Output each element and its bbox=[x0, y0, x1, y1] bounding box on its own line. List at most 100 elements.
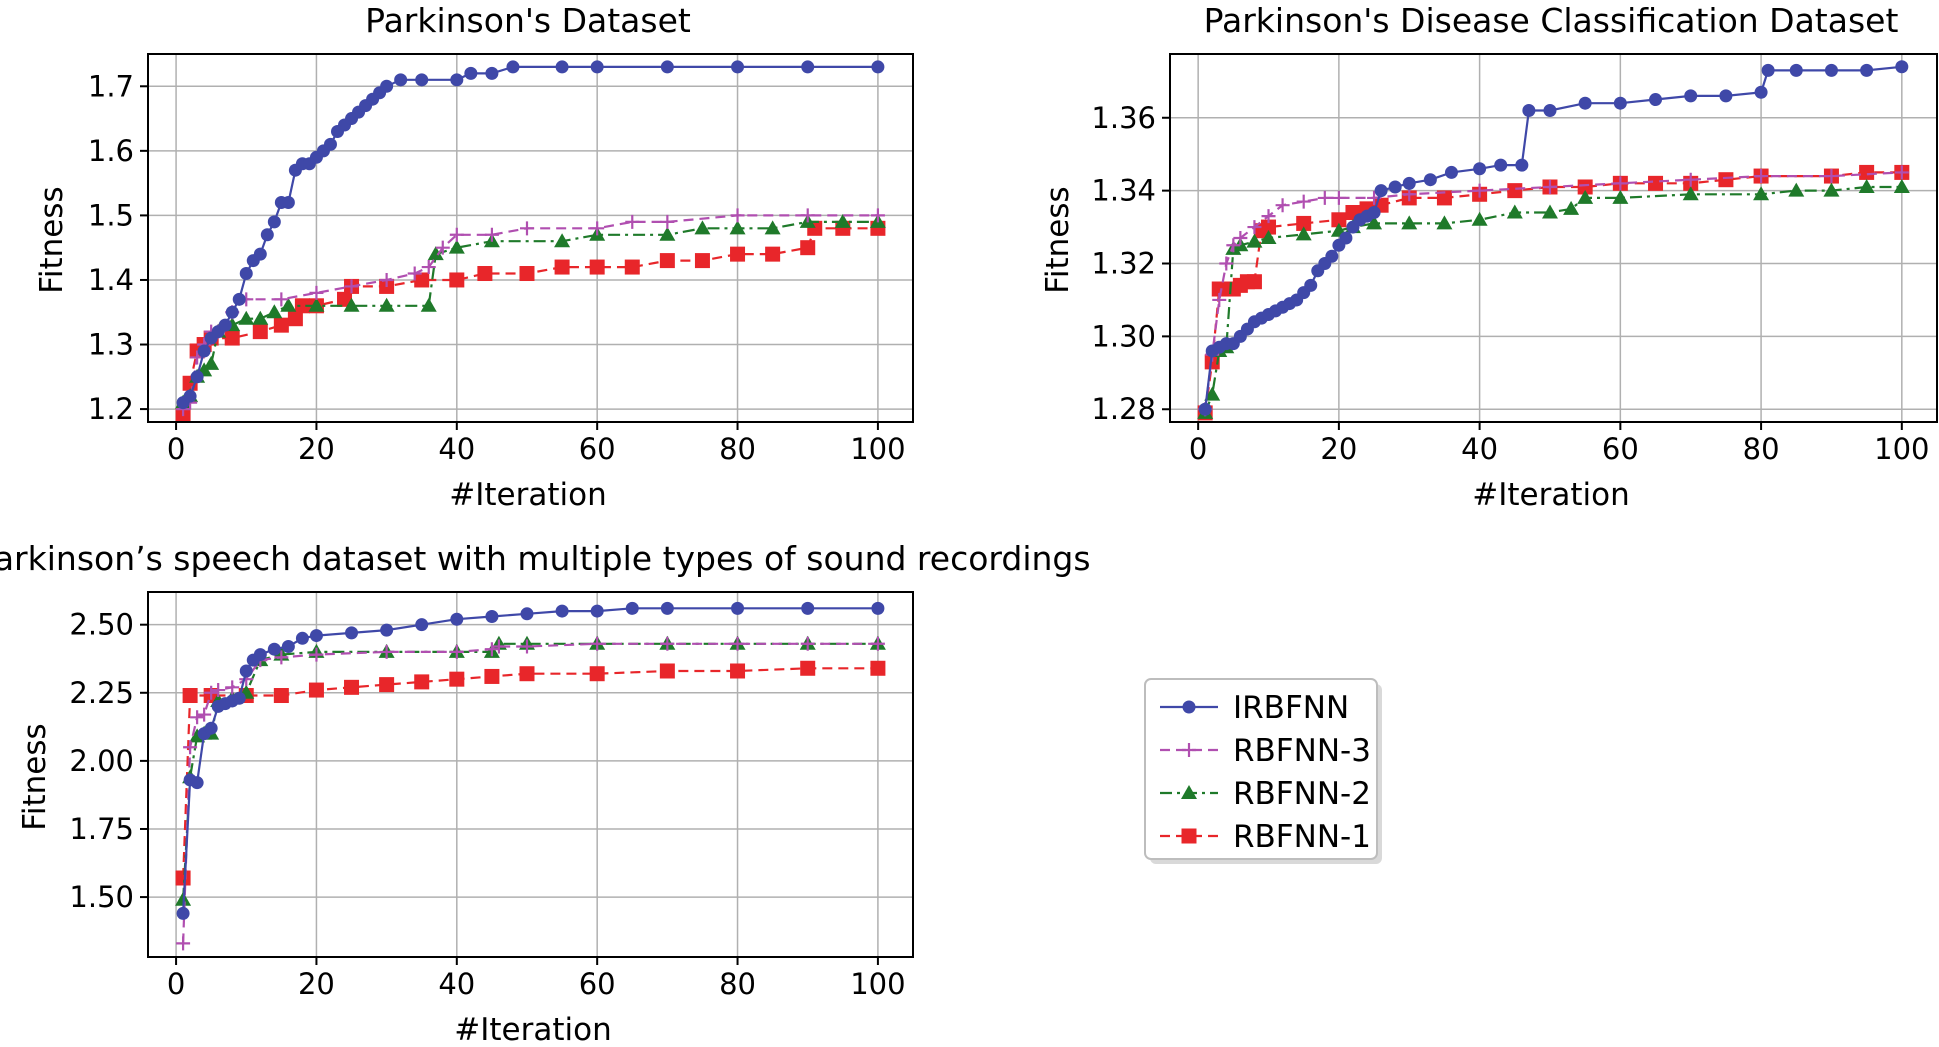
chart-parkinsons-dataset: Parkinson's Dataset #Iteration Fitness 0… bbox=[34, 1, 914, 513]
data-point-rbfnn-2 bbox=[659, 226, 676, 241]
data-point-rbfnn-1 bbox=[659, 253, 675, 269]
data-point-rbfnn-3 bbox=[660, 636, 675, 651]
data-point-rbfnn-3 bbox=[183, 740, 198, 755]
data-point-rbfnn-2 bbox=[1823, 182, 1840, 197]
data-point-irbfnn bbox=[1824, 63, 1838, 77]
data-point-rbfnn-1 bbox=[182, 688, 198, 704]
y-tick-label: 2.50 bbox=[69, 608, 134, 642]
data-point-rbfnn-1 bbox=[519, 266, 535, 282]
legend-label: RBFNN-1 bbox=[1233, 819, 1371, 855]
data-point-rbfnn-3 bbox=[190, 710, 205, 725]
y-tick-label: 1.28 bbox=[1091, 392, 1156, 426]
data-point-rbfnn-1 bbox=[1331, 212, 1347, 228]
series-rbfnn-1 bbox=[175, 220, 886, 422]
data-point-rbfnn-3 bbox=[1247, 220, 1262, 235]
data-point-rbfnn-3 bbox=[1542, 179, 1557, 194]
data-point-rbfnn-3 bbox=[309, 285, 324, 300]
data-point-rbfnn-1 bbox=[870, 660, 886, 676]
data-point-irbfnn bbox=[625, 601, 639, 615]
data-point-irbfnn bbox=[660, 60, 674, 74]
data-point-rbfnn-2 bbox=[729, 220, 746, 235]
data-point-rbfnn-1 bbox=[659, 663, 675, 679]
x-tick-label: 80 bbox=[1743, 432, 1780, 466]
data-point-rbfnn-2 bbox=[1753, 186, 1770, 201]
data-point-rbfnn-2 bbox=[764, 220, 781, 235]
data-point-rbfnn-2 bbox=[420, 297, 437, 312]
data-point-rbfnn-3 bbox=[800, 208, 815, 223]
x-tick-label: 20 bbox=[298, 432, 335, 466]
legend: IRBFNN RBFNN-3 RBFNN-2 RBFNN-1 bbox=[1144, 678, 1382, 864]
data-point-rbfnn-3 bbox=[1219, 256, 1234, 271]
data-point-rbfnn-2 bbox=[1204, 386, 1221, 401]
data-point-rbfnn-1 bbox=[694, 253, 710, 269]
data-point-rbfnn-1 bbox=[800, 240, 816, 256]
y-tick-label: 2.25 bbox=[69, 676, 134, 710]
data-point-rbfnn-1 bbox=[308, 682, 324, 698]
data-point-rbfnn-3 bbox=[449, 644, 464, 659]
data-point-rbfnn-1 bbox=[252, 324, 268, 340]
data-point-irbfnn bbox=[415, 618, 429, 632]
data-point-rbfnn-2 bbox=[448, 239, 465, 254]
legend-label: IRBFNN bbox=[1233, 690, 1349, 726]
y-tick-label: 1.50 bbox=[69, 880, 134, 914]
x-tick-label: 20 bbox=[1320, 432, 1357, 466]
data-point-irbfnn bbox=[1374, 184, 1388, 198]
y-tick-label: 1.7 bbox=[88, 69, 134, 103]
data-point-rbfnn-3 bbox=[1754, 169, 1769, 184]
data-point-rbfnn-1 bbox=[449, 272, 465, 288]
data-point-rbfnn-3 bbox=[519, 221, 534, 236]
data-point-rbfnn-1 bbox=[1859, 164, 1875, 180]
data-point-irbfnn bbox=[660, 601, 674, 615]
y-tick-label: 1.2 bbox=[88, 392, 134, 426]
data-point-rbfnn-3 bbox=[274, 650, 289, 665]
data-point-irbfnn bbox=[232, 691, 246, 705]
data-point-rbfnn-3 bbox=[435, 240, 450, 255]
x-tick-label: 60 bbox=[579, 432, 616, 466]
data-point-irbfnn bbox=[281, 195, 295, 209]
y-tick-label: 1.30 bbox=[1091, 319, 1156, 353]
x-tick-label: 40 bbox=[438, 432, 475, 466]
data-point-irbfnn bbox=[225, 305, 239, 319]
data-point-irbfnn bbox=[253, 247, 267, 261]
data-point-irbfnn bbox=[801, 60, 815, 74]
data-point-rbfnn-1 bbox=[379, 677, 395, 693]
data-point-irbfnn bbox=[1578, 96, 1592, 110]
data-point-irbfnn bbox=[1304, 278, 1318, 292]
data-point-irbfnn bbox=[731, 601, 745, 615]
data-point-rbfnn-1 bbox=[344, 679, 360, 695]
legend-entry-rbfnn-3: RBFNN-3 bbox=[1160, 733, 1371, 769]
legend-box bbox=[1144, 678, 1378, 860]
data-point-irbfnn bbox=[506, 60, 520, 74]
data-point-rbfnn-3 bbox=[1233, 231, 1248, 245]
data-point-rbfnn-2 bbox=[554, 233, 571, 248]
y-axis-label: Fitness bbox=[34, 186, 70, 293]
y-tick-label: 1.75 bbox=[69, 812, 134, 846]
data-point-rbfnn-1 bbox=[554, 259, 570, 275]
y-tick-label: 1.4 bbox=[88, 263, 134, 297]
data-point-rbfnn-3 bbox=[484, 227, 499, 242]
legend-marker bbox=[1181, 828, 1197, 844]
data-point-rbfnn-2 bbox=[1401, 215, 1418, 230]
data-point-irbfnn bbox=[1761, 63, 1775, 77]
data-point-rbfnn-1 bbox=[730, 246, 746, 262]
data-point-rbfnn-2 bbox=[266, 304, 283, 319]
data-point-irbfnn bbox=[323, 137, 337, 151]
data-point-rbfnn-1 bbox=[449, 671, 465, 687]
x-tick-label: 20 bbox=[298, 967, 335, 1001]
data-point-irbfnn bbox=[1684, 89, 1698, 103]
legend-label: RBFNN-2 bbox=[1233, 776, 1371, 812]
data-point-rbfnn-3 bbox=[870, 208, 885, 223]
chart-title: Parkinson's Disease Classification Datas… bbox=[1204, 1, 1899, 40]
data-point-irbfnn bbox=[1388, 180, 1402, 194]
data-point-rbfnn-1 bbox=[1577, 179, 1593, 195]
data-point-irbfnn bbox=[1719, 89, 1733, 103]
x-axis-label: #Iteration bbox=[454, 1012, 611, 1047]
data-point-rbfnn-1 bbox=[1648, 175, 1664, 191]
data-point-rbfnn-1 bbox=[294, 298, 310, 314]
y-tick-label: 1.5 bbox=[88, 198, 134, 232]
data-point-rbfnn-3 bbox=[1261, 209, 1276, 224]
x-tick-label: 60 bbox=[579, 967, 616, 1001]
x-tick-label: 0 bbox=[167, 967, 185, 1001]
data-point-rbfnn-1 bbox=[175, 870, 191, 886]
data-point-irbfnn bbox=[380, 623, 394, 637]
